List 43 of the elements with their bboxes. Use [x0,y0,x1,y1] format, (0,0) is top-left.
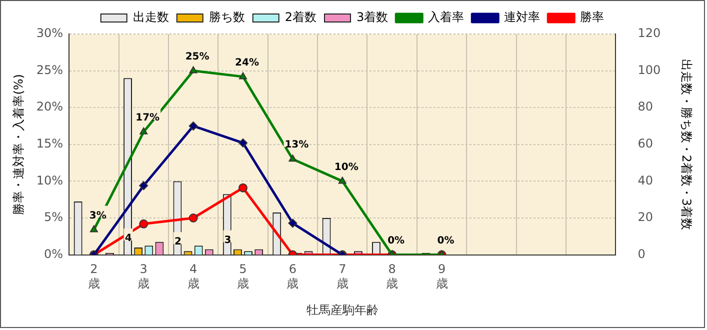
y-tick-label: 15% [36,136,64,151]
y2-axis-title: 出走数・勝ち数・2着数・3着数 [680,58,694,230]
x-tick-label: 4 歳 [187,262,200,291]
x-axis-title: 牡馬産駒年齢 [306,302,378,317]
y-tick-label: 5% [44,210,64,224]
y2-tick-label: 80 [638,100,653,114]
data-label: 0% [388,235,405,246]
y-tick-label: 20% [36,100,64,114]
data-label: 25% [185,51,210,62]
x-tick-label: 6歳 [286,262,299,291]
x-tick-label: 7歳 [336,262,348,291]
x-tick-label: 9歳 [436,262,448,291]
y-axis-title: 勝率・連対率・入着率(%) [11,74,26,215]
data-label: 17% [136,112,160,124]
y2-tick-label: 120 [638,26,661,40]
y2-tick-label: 0 [638,246,646,261]
x-tick-label: 3 歳 [138,262,150,291]
y2-tick-label: 100 [638,62,661,77]
legend-label: 3着数 [356,10,388,24]
y-tick-label: 10% [36,173,64,188]
data-label: 13% [284,140,309,151]
legend-label: 出走数 [132,10,169,24]
legend-label: 勝率 [580,10,604,24]
y2-tick-label: 60 [638,136,653,151]
x-tick-label: 2 歳 [88,262,100,291]
data-label: 0% [437,235,454,246]
y-tick-label: 30% [36,26,64,40]
y2-tick-label: 20 [638,210,653,224]
x-tick-label: 5歳 [237,262,249,291]
y2-tick-label: 40 [638,173,653,188]
legend-label: 2着数 [284,10,317,24]
y-tick-label: 0% [44,246,64,261]
legend-label: 勝ち数 [208,10,245,24]
data-label: 4 [124,233,132,244]
data-label: 10% [334,162,358,173]
data-label: 3% [89,210,106,222]
data-label: 3 [224,234,232,246]
legend-label: 連対率 [504,10,540,24]
data-label: 2 [174,236,182,248]
data-label: 24% [235,57,259,68]
y-tick-label: 25% [36,62,64,77]
x-tick-label: 8歳 [386,262,398,291]
legend-label: 入着率 [428,10,464,24]
